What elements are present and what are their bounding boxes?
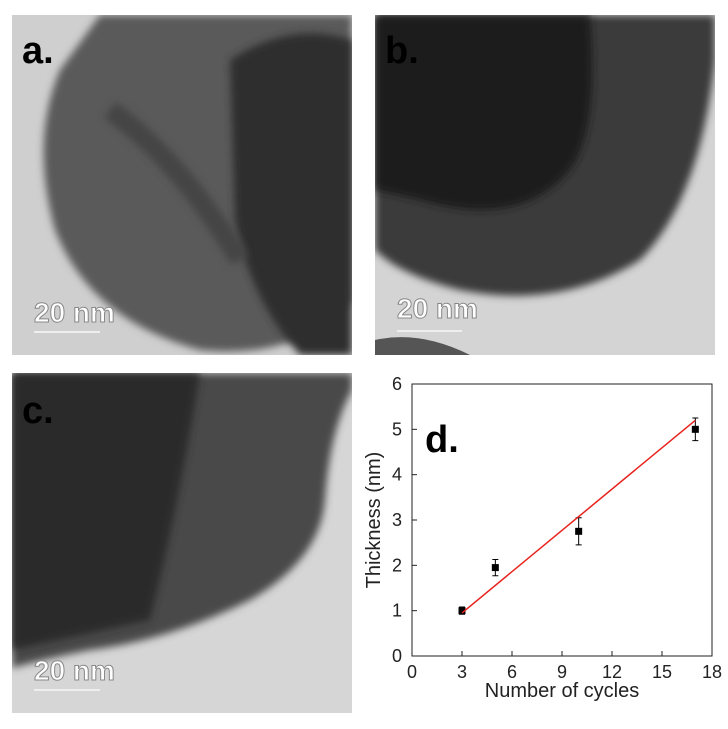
figure: a. 20 nm b. 20 nm c. 20 nm d. Number of …: [0, 0, 728, 729]
x-tick-label: 15: [652, 662, 672, 682]
panel-label: a.: [22, 30, 54, 72]
data-point: [692, 426, 699, 433]
y-tick-label: 6: [392, 374, 402, 394]
y-tick-label: 5: [392, 419, 402, 439]
scale-bar-label: 20 nm: [34, 297, 115, 328]
y-tick-label: 2: [392, 555, 402, 575]
x-tick-label: 18: [702, 662, 722, 682]
scale-bar-label: 20 nm: [34, 655, 115, 686]
scale-bar-label: 20 nm: [397, 293, 478, 324]
x-tick-label: 6: [507, 662, 517, 682]
chart-annotation: d.: [425, 419, 459, 461]
data-point: [492, 564, 499, 571]
chart: d. Number of cycles Thickness (nm) 0 3 6 9 1…: [363, 374, 722, 702]
fit-line: [462, 420, 695, 613]
panel-label: b.: [385, 30, 419, 72]
y-tick-label: 1: [392, 601, 402, 621]
y-axis-title: Thickness (nm): [363, 452, 385, 589]
y-tick-label: 3: [392, 510, 402, 530]
y-tick-label: 4: [392, 465, 402, 485]
data-point: [575, 528, 582, 535]
x-tick-label: 3: [457, 662, 467, 682]
x-axis-title: Number of cycles: [485, 680, 640, 702]
x-tick-label: 0: [407, 662, 417, 682]
x-tick-label: 12: [602, 662, 622, 682]
x-tick-label: 9: [557, 662, 567, 682]
y-tick-label: 0: [392, 646, 402, 666]
panel-label: c.: [22, 390, 54, 432]
